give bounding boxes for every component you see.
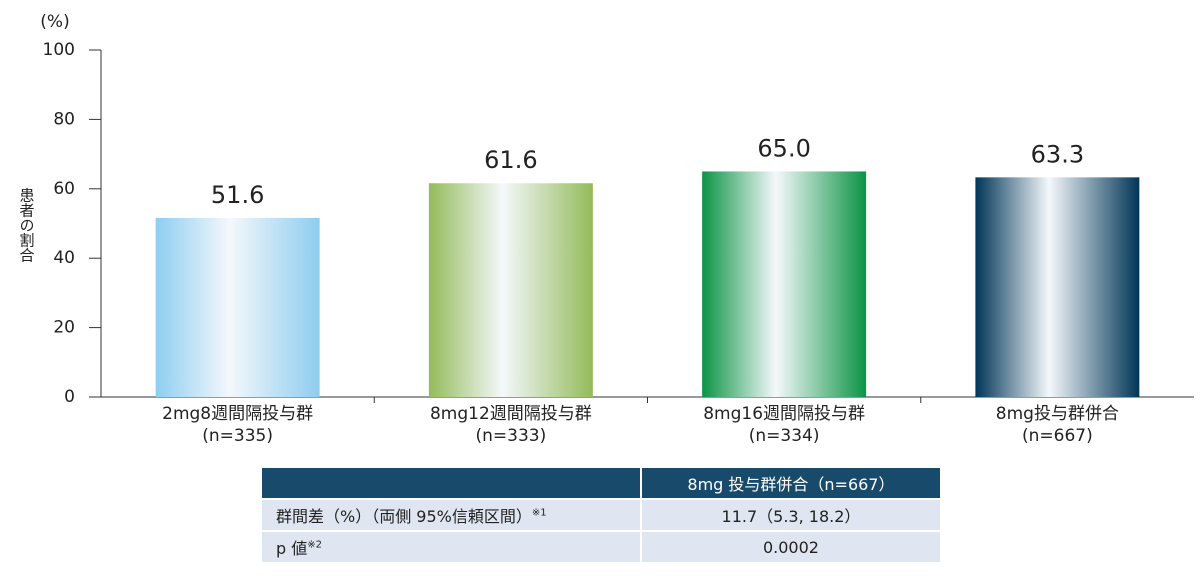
label: p 値 bbox=[276, 539, 308, 558]
chart: (%) 患者の割合 0 20 40 60 80 100 2mg8週間隔投与群(n=335) 5… bbox=[18, 12, 1194, 446]
note: ※1 bbox=[531, 507, 547, 519]
value-label: 51.6 bbox=[211, 181, 264, 209]
y-tick-label: 60 bbox=[53, 179, 75, 199]
label: 群間差（%）（両側 95%信頼区間） bbox=[276, 507, 532, 526]
y-tick-label: 0 bbox=[64, 387, 75, 407]
x-tick-label: 8mg16週間隔投与群 bbox=[703, 404, 865, 424]
value-label: 61.6 bbox=[484, 146, 537, 174]
value-label: 65.0 bbox=[757, 134, 810, 162]
value-label: 63.3 bbox=[1031, 140, 1084, 168]
table-row: p 値※2 0.0002 bbox=[262, 532, 940, 562]
x-tick-sublabel: (n=334) bbox=[749, 426, 820, 446]
y-unit: (%) bbox=[40, 12, 69, 32]
y-tick-label: 80 bbox=[53, 109, 75, 129]
x-tick-sublabel: (n=335) bbox=[202, 426, 273, 446]
x-tick-sublabel: (n=333) bbox=[476, 426, 547, 446]
row-label: p 値※2 bbox=[262, 532, 640, 562]
bar bbox=[975, 177, 1140, 397]
x-tick-label: 8mg投与群併合 bbox=[996, 404, 1119, 424]
row-value: 0.0002 bbox=[639, 532, 940, 562]
result-table: 8mg 投与群併合（n=667） 群間差（%）（両側 95%信頼区間）※1 11.… bbox=[262, 466, 940, 564]
note: ※2 bbox=[307, 539, 322, 551]
y-axis-label: 患者の割合 bbox=[18, 188, 36, 263]
header-cell: 8mg 投与群併合（n=667） bbox=[639, 468, 940, 498]
x-tick-label: 8mg12週間隔投与群 bbox=[430, 404, 592, 424]
bar bbox=[428, 183, 593, 397]
y-tick-label: 100 bbox=[43, 40, 75, 60]
table-header: 8mg 投与群併合（n=667） bbox=[262, 468, 940, 498]
x-tick-label: 2mg8週間隔投与群 bbox=[162, 404, 313, 424]
y-tick-label: 40 bbox=[53, 248, 75, 268]
y-tick-label: 20 bbox=[53, 318, 75, 338]
row-value: 11.7（5.3, 18.2） bbox=[639, 500, 940, 530]
bar bbox=[702, 171, 867, 397]
table-row: 群間差（%）（両側 95%信頼区間）※1 11.7（5.3, 18.2） bbox=[262, 500, 940, 530]
row-label: 群間差（%）（両側 95%信頼区間）※1 bbox=[262, 500, 640, 530]
header-empty bbox=[262, 468, 640, 498]
bar bbox=[155, 217, 320, 397]
x-tick-sublabel: (n=667) bbox=[1022, 426, 1093, 446]
